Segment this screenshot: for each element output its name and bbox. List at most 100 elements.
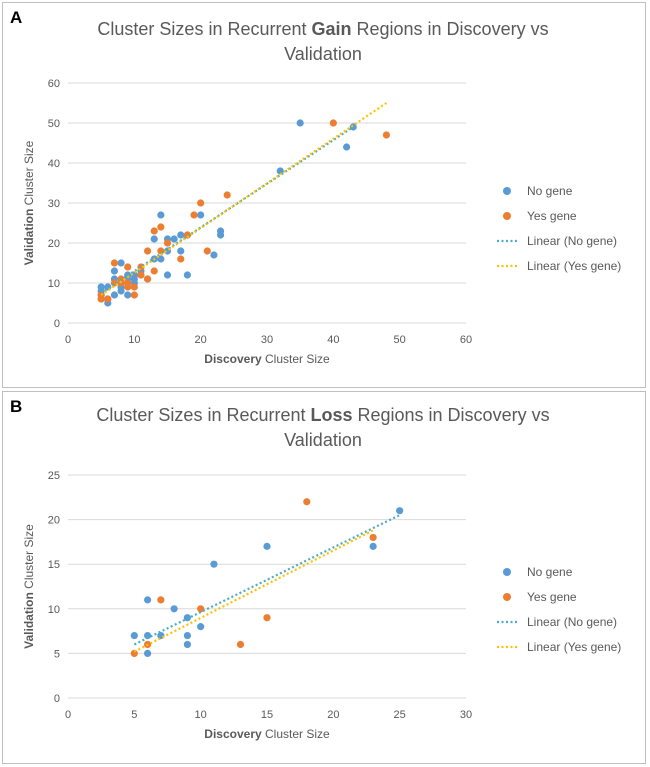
point-no-gene bbox=[177, 231, 185, 239]
point-yes-gene bbox=[150, 267, 158, 275]
y-tick-label: 20 bbox=[48, 238, 60, 250]
x-tick-label: 10 bbox=[195, 709, 207, 721]
legend-label: Yes gene bbox=[527, 209, 577, 223]
x-tick-label: 0 bbox=[65, 709, 71, 721]
y-tick-label: 60 bbox=[48, 78, 60, 90]
panel-a: A Cluster Sizes in Recurrent Gain Region… bbox=[2, 2, 646, 388]
point-yes-gene bbox=[236, 640, 245, 649]
point-yes-gene bbox=[369, 533, 377, 542]
legend-label: Yes gene bbox=[527, 590, 577, 604]
point-no-gene bbox=[263, 542, 271, 550]
point-yes-gene bbox=[303, 498, 311, 506]
legend-label: Linear (Yes gene) bbox=[527, 640, 621, 654]
panel-label: A bbox=[10, 8, 23, 27]
point-no-gene bbox=[144, 596, 152, 604]
x-tick-label: 25 bbox=[394, 709, 406, 721]
x-tick-label: 30 bbox=[261, 334, 273, 346]
point-no-gene bbox=[110, 291, 119, 299]
trendline-no-gene bbox=[133, 514, 401, 646]
legend-label: Linear (No gene) bbox=[527, 234, 617, 248]
point-no-gene bbox=[197, 623, 205, 631]
title-part: Validation bbox=[284, 44, 362, 64]
x-tick-label: 50 bbox=[394, 334, 406, 346]
point-yes-gene bbox=[117, 279, 125, 287]
point-yes-gene bbox=[263, 614, 271, 622]
point-no-gene bbox=[124, 291, 132, 299]
title-part: Regions in Discovery vs bbox=[352, 405, 550, 425]
legend-label: No gene bbox=[527, 184, 573, 198]
point-no-gene bbox=[144, 631, 152, 640]
point-no-gene bbox=[210, 251, 218, 259]
title-emphasis: Loss bbox=[310, 405, 353, 425]
point-yes-gene bbox=[197, 605, 205, 613]
x-tick-label: 5 bbox=[131, 709, 137, 721]
y-axis-title: Validation Cluster Size bbox=[22, 524, 36, 649]
y-tick-label: 0 bbox=[54, 693, 60, 705]
legend-dot-marker bbox=[503, 187, 511, 195]
panel-label: B bbox=[10, 397, 23, 416]
x-tick-label: 15 bbox=[261, 709, 273, 721]
point-no-gene bbox=[117, 259, 125, 267]
point-yes-gene bbox=[104, 295, 112, 303]
trendline-no-gene bbox=[100, 126, 354, 294]
point-no-gene bbox=[170, 235, 178, 243]
point-no-gene bbox=[150, 235, 158, 243]
y-tick-label: 50 bbox=[48, 118, 60, 130]
point-yes-gene bbox=[157, 223, 165, 231]
point-no-gene bbox=[197, 211, 205, 219]
point-yes-gene bbox=[190, 211, 198, 219]
point-yes-gene bbox=[197, 199, 205, 207]
title-part: Validation bbox=[284, 430, 362, 450]
trendline-yes-gene bbox=[133, 529, 374, 653]
x-axis-title: Discovery Cluster Size bbox=[204, 727, 330, 741]
legend-label: Linear (Yes gene) bbox=[527, 259, 621, 273]
point-yes-gene bbox=[203, 247, 211, 255]
point-no-gene bbox=[369, 542, 377, 550]
point-yes-gene bbox=[144, 275, 152, 283]
chart-title: Cluster Sizes in Recurrent Loss Regions … bbox=[43, 403, 603, 453]
y-axis-title: Validation Cluster Size bbox=[22, 140, 36, 265]
point-no-gene bbox=[216, 231, 225, 239]
point-yes-gene bbox=[163, 239, 172, 247]
legend-dot-marker bbox=[503, 568, 511, 576]
point-no-gene bbox=[110, 267, 119, 275]
point-no-gene bbox=[183, 271, 191, 279]
panel-b: B Cluster Sizes in Recurrent Loss Region… bbox=[2, 391, 646, 764]
x-tick-label: 20 bbox=[195, 334, 207, 346]
point-yes-gene bbox=[144, 247, 152, 255]
legend-label: No gene bbox=[527, 565, 573, 579]
title-part: Cluster Sizes in Recurrent bbox=[97, 19, 312, 39]
legend-label: Linear (No gene) bbox=[527, 615, 617, 629]
title-emphasis: Gain bbox=[311, 19, 352, 39]
point-yes-gene bbox=[97, 295, 105, 303]
x-tick-label: 20 bbox=[327, 709, 339, 721]
point-yes-gene bbox=[124, 283, 132, 291]
point-yes-gene bbox=[130, 291, 138, 299]
point-yes-gene bbox=[382, 131, 390, 139]
point-yes-gene bbox=[177, 255, 185, 263]
point-yes-gene bbox=[130, 283, 138, 291]
x-tick-label: 30 bbox=[460, 709, 472, 721]
point-no-gene bbox=[177, 247, 185, 255]
title-part: Regions in Discovery vs bbox=[351, 19, 549, 39]
point-no-gene bbox=[396, 507, 404, 515]
scatter-plot-loss: 0 5 10 15 20 25 0 5 10 15 20 25 30 Discovery Cluster … bbox=[22, 470, 621, 741]
point-no-gene bbox=[144, 649, 152, 657]
point-yes-gene bbox=[110, 259, 119, 267]
point-yes-gene bbox=[329, 119, 337, 127]
y-tick-label: 30 bbox=[48, 198, 60, 210]
trendline-yes-gene bbox=[100, 102, 388, 296]
point-yes-gene bbox=[223, 191, 231, 199]
y-tick-label: 10 bbox=[48, 278, 60, 290]
point-no-gene bbox=[130, 631, 138, 640]
point-no-gene bbox=[183, 640, 191, 649]
point-no-gene bbox=[117, 287, 125, 295]
y-tick-label: 40 bbox=[48, 158, 60, 170]
point-yes-gene bbox=[157, 596, 165, 604]
legend-dot-marker bbox=[503, 212, 511, 220]
x-tick-label: 60 bbox=[460, 334, 472, 346]
chart-title: Cluster Sizes in Recurrent Gain Regions … bbox=[43, 17, 603, 67]
x-tick-label: 0 bbox=[65, 334, 71, 346]
point-yes-gene bbox=[137, 271, 145, 279]
point-no-gene bbox=[210, 560, 218, 568]
